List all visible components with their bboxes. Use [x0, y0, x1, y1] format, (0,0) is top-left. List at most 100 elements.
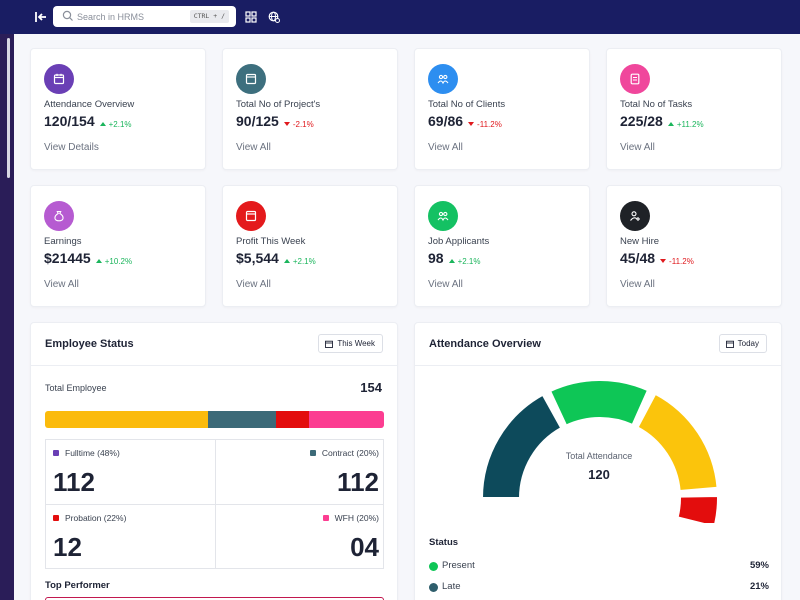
- trend-up-icon: [448, 259, 455, 263]
- stat-value-row: 120/154 +2.1%: [44, 113, 132, 129]
- total-employee-label: Total Employee: [45, 383, 107, 393]
- stat-view-link[interactable]: View All: [620, 279, 655, 290]
- trend-up-icon: [283, 259, 290, 263]
- stat-change-value: -11.2%: [669, 256, 694, 266]
- stat-value: 69/86: [428, 113, 464, 129]
- search-input[interactable]: [77, 8, 197, 25]
- browser-icon: [245, 73, 257, 85]
- stat-view-link[interactable]: View All: [428, 279, 463, 290]
- apps-grid-icon[interactable]: [245, 11, 257, 23]
- total-attendance-label: Total Attendance: [565, 451, 633, 461]
- sidebar-scrollbar[interactable]: [7, 38, 10, 178]
- bar-segment-wfh: [309, 411, 384, 428]
- search-shortcut-badge: CTRL + /: [189, 10, 229, 23]
- wfh-cell: WFH (20%) 04: [216, 505, 385, 569]
- total-attendance-value: 120: [588, 467, 610, 482]
- status-name: Late: [442, 581, 461, 592]
- stat-value: $21445: [44, 250, 91, 266]
- stat-label: Attendance Overview: [44, 99, 135, 110]
- stat-change-value: +11.2%: [676, 119, 704, 129]
- stat-value: 225/28: [620, 113, 663, 129]
- bar-segment-probation: [275, 411, 310, 428]
- stat-change-value: +2.1%: [108, 119, 132, 129]
- sidebar-collapse-icon[interactable]: [33, 9, 49, 25]
- stat-view-link[interactable]: View All: [236, 142, 271, 153]
- stat-icon-badge: [236, 201, 266, 231]
- contract-cell: Contract (20%) 112: [216, 440, 385, 504]
- filter-label: This Week: [337, 339, 375, 348]
- top-performer-card[interactable]: [45, 597, 384, 600]
- top-bar: CTRL + /: [0, 0, 800, 34]
- stat-label: Total No of Clients: [428, 99, 506, 110]
- stat-value-row: 69/86 -11.2%: [428, 113, 502, 129]
- stat-change: +2.1%: [448, 257, 480, 266]
- stat-change-value: +10.2%: [104, 256, 133, 266]
- stat-change: +2.1%: [283, 256, 316, 266]
- probation-value: 12: [53, 532, 82, 562]
- wfh-marker: [322, 515, 329, 521]
- stat-card: Total No of Clients 69/86 -11.2% View All: [414, 48, 590, 170]
- stat-card: Profit This Week $5,544 +2.1% View All: [222, 185, 398, 307]
- contract-marker: [309, 450, 316, 456]
- stat-value: $5,544: [236, 250, 279, 266]
- stat-change: +2.1%: [99, 119, 132, 129]
- world-settings-icon[interactable]: [268, 11, 280, 23]
- stat-label: New Hire: [620, 236, 660, 247]
- sidebar-edge: [0, 34, 14, 600]
- stat-icon-badge: [44, 201, 74, 231]
- calendar-icon: [325, 340, 334, 348]
- stat-value-row: 90/125 -2.1%: [236, 113, 314, 129]
- stat-icon-badge: [44, 64, 74, 94]
- stat-view-link[interactable]: View Details: [44, 142, 99, 153]
- late-dot: [429, 583, 438, 592]
- attendance-overview-panel: Attendance Overview Today Total Attendan…: [414, 322, 782, 600]
- stat-value: 45/48: [620, 250, 656, 266]
- trend-up-icon: [95, 259, 102, 263]
- status-title: Status: [429, 537, 459, 548]
- stat-change: -11.2%: [468, 120, 502, 129]
- stat-card: Attendance Overview 120/154 +2.1% View Deta…: [30, 48, 206, 170]
- stat-value-row: 98 +2.1%: [428, 250, 480, 266]
- dashboard-content: Attendance Overview 120/154 +2.1% View Deta…: [14, 34, 800, 600]
- bar-segment-fulltime: [45, 411, 208, 428]
- attendance-filter-button[interactable]: Today: [718, 334, 767, 353]
- stat-icon-badge: [428, 201, 458, 231]
- probation-cell: Probation (22%) 12: [46, 505, 215, 569]
- trend-down-icon: [468, 122, 475, 126]
- fulltime-value: 112: [53, 467, 95, 497]
- contract-label: Contract (20%): [321, 448, 379, 458]
- stat-change-value: +2.1%: [292, 256, 316, 266]
- stat-change: -11.2%: [660, 257, 694, 266]
- users-icon: [437, 211, 449, 222]
- stat-view-link[interactable]: View All: [620, 142, 655, 153]
- checklist-icon: [630, 73, 640, 85]
- stat-card: New Hire 45/48 -11.2% View All: [606, 185, 782, 307]
- fulltime-label: Fulltime (48%): [65, 448, 120, 458]
- stat-icon-badge: [620, 201, 650, 231]
- contract-value: 112: [337, 467, 379, 497]
- employee-status-panel: Employee Status This Week Total Employee…: [30, 322, 398, 600]
- calendar-icon: [53, 73, 65, 85]
- stat-view-link[interactable]: View All: [236, 279, 271, 290]
- stat-icon-badge: [236, 64, 266, 94]
- stat-view-link[interactable]: View All: [428, 142, 463, 153]
- stat-label: Job Applicants: [428, 236, 490, 247]
- filter-label: Today: [737, 339, 759, 348]
- wfh-label: WFH (20%): [334, 513, 379, 523]
- status-percent: 59%: [749, 560, 769, 571]
- trend-down-icon: [660, 259, 667, 263]
- status-row-present: Present 59%: [429, 560, 769, 574]
- stat-view-link[interactable]: View All: [44, 279, 79, 290]
- stat-icon-badge: [428, 64, 458, 94]
- probation-marker: [53, 515, 59, 521]
- top-performer-title: Top Performer: [45, 580, 110, 591]
- stat-value: 120/154: [44, 113, 95, 129]
- employee-status-filter-button[interactable]: This Week: [318, 334, 383, 353]
- gauge-segment-1: [481, 393, 563, 499]
- stat-card: Earnings $21445 +10.2% View All: [30, 185, 206, 307]
- search-box[interactable]: CTRL + /: [53, 6, 236, 27]
- stat-value: 90/125: [236, 113, 279, 129]
- gauge-segment-4: [676, 494, 719, 523]
- stat-value-row: $5,544 +2.1%: [236, 250, 316, 266]
- stat-change-value: -2.1%: [292, 119, 314, 129]
